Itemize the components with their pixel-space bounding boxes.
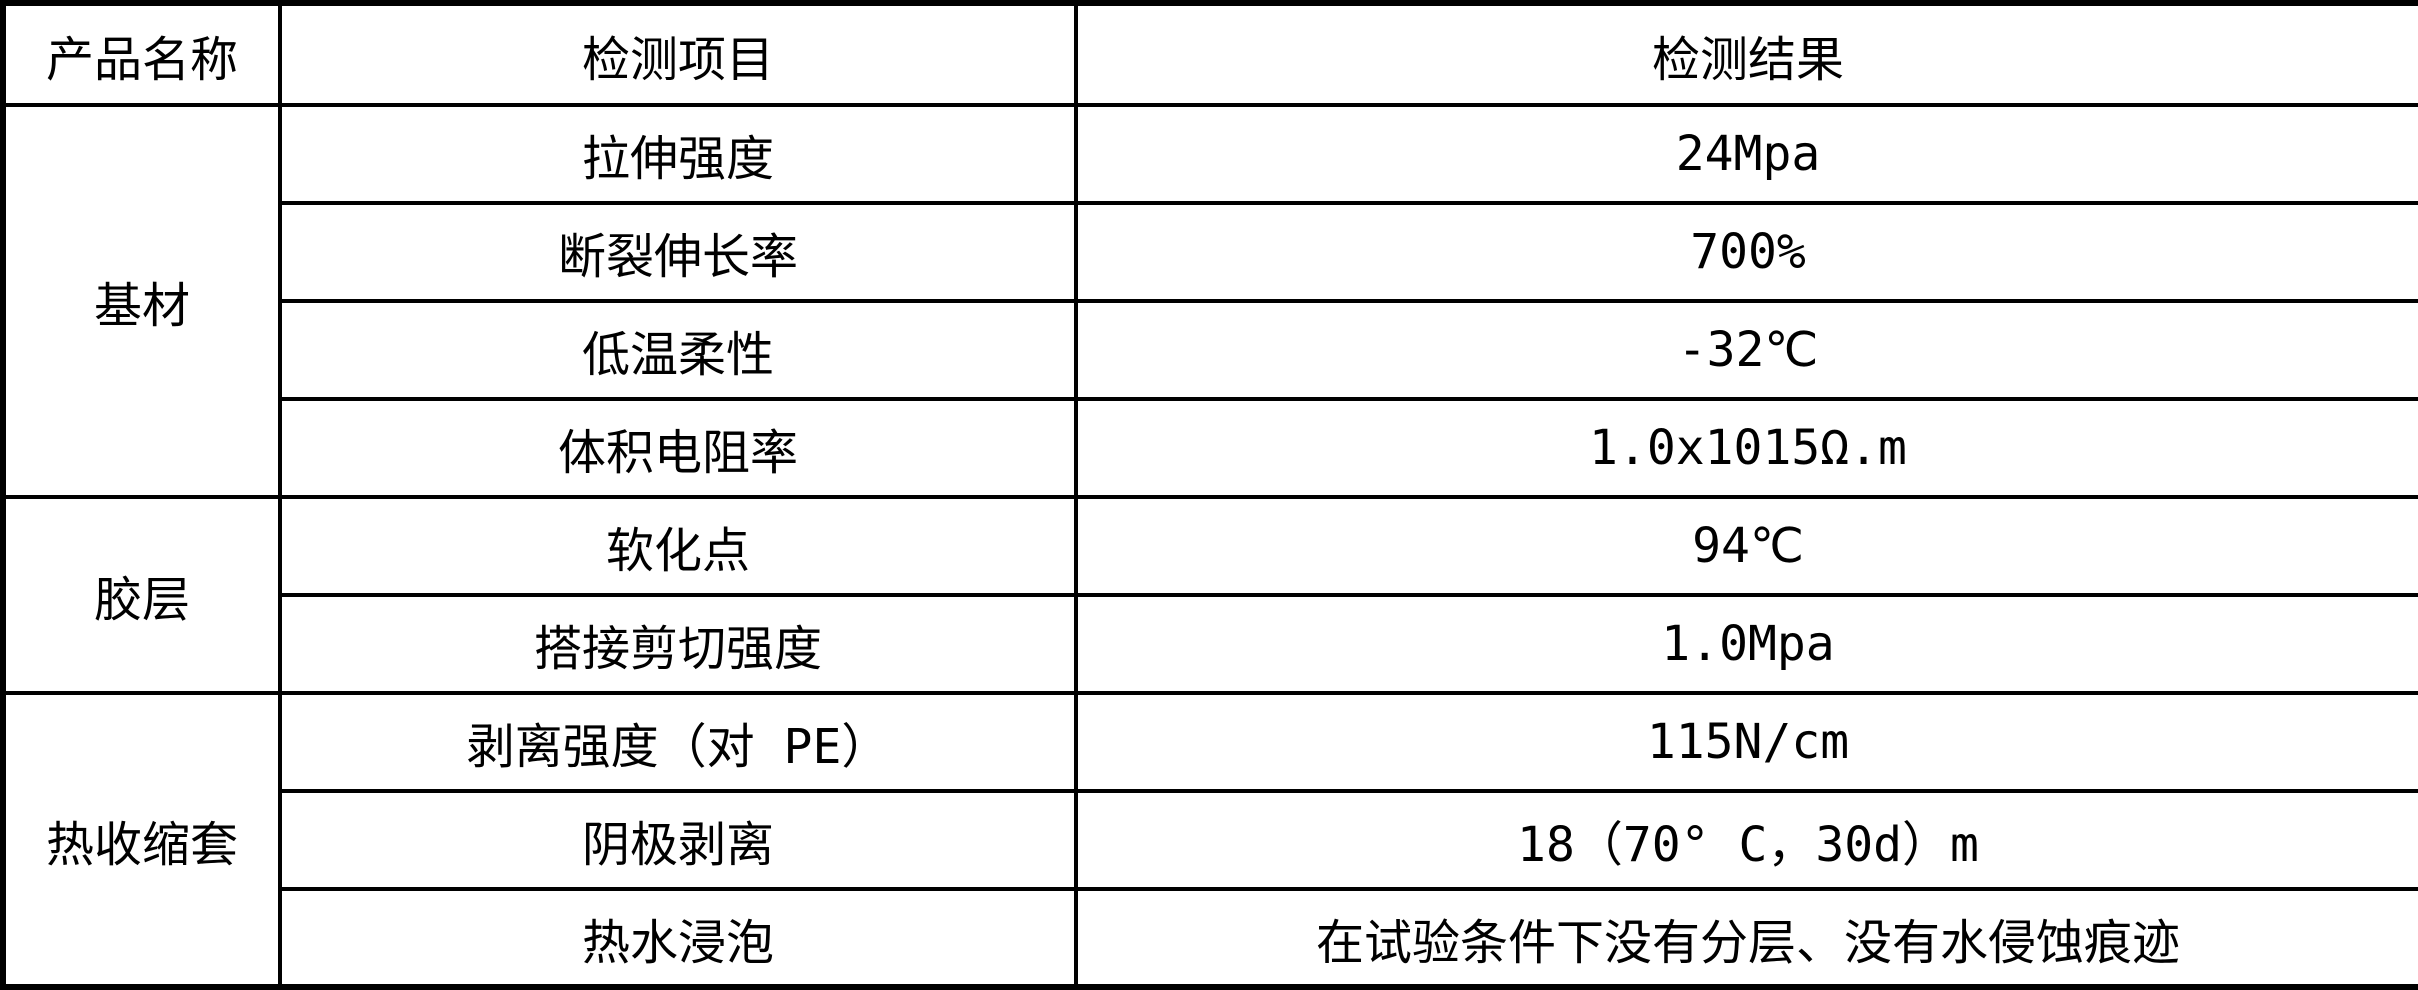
- table-row: 低温柔性 -32℃: [3, 299, 2418, 401]
- test-item-cell: 体积电阻率: [278, 397, 1078, 499]
- test-result-cell: 1.0Mpa: [1074, 593, 2418, 695]
- table-row: 热收缩套 剥离强度（对 PE） 115N/cm: [1, 691, 2418, 989]
- test-item-cell: 拉伸强度: [278, 103, 1078, 205]
- table-row: 阴极剥离 18（70° C，30d）m: [3, 789, 2418, 891]
- table-row: 胶层 软化点 94℃: [1, 495, 2418, 695]
- test-result-cell: 700%: [1074, 201, 2418, 303]
- test-result-cell: 在试验条件下没有分层、没有水侵蚀痕迹: [1074, 887, 2418, 989]
- test-item-cell: 剥离强度（对 PE）: [278, 691, 1078, 793]
- test-item-cell: 低温柔性: [278, 299, 1078, 401]
- test-item-cell: 热水浸泡: [278, 887, 1078, 989]
- test-result-cell: 24Mpa: [1074, 103, 2418, 205]
- product-group-base-material: 基材: [1, 103, 282, 499]
- test-item-cell: 软化点: [278, 495, 1078, 597]
- test-result-cell: 94℃: [1074, 495, 2418, 597]
- table-row: 基材 拉伸强度 24Mpa: [1, 103, 2418, 499]
- test-result-cell: 18（70° C，30d）m: [1074, 789, 2418, 891]
- table-row: 断裂伸长率 700%: [3, 201, 2418, 303]
- header-row: 产品名称 检测项目 检测结果: [1, 1, 2418, 107]
- test-result-cell: 1.0x1015Ω.m: [1074, 397, 2418, 499]
- test-result-cell: 115N/cm: [1074, 691, 2418, 793]
- header-test-item: 检测项目: [278, 1, 1078, 107]
- header-test-result: 检测结果: [1074, 1, 2418, 107]
- test-item-cell: 断裂伸长率: [278, 201, 1078, 303]
- test-item-cell: 阴极剥离: [278, 789, 1078, 891]
- test-item-cell: 搭接剪切强度: [278, 593, 1078, 695]
- table-row: 热水浸泡 在试验条件下没有分层、没有水侵蚀痕迹: [3, 887, 2418, 989]
- table-row: 搭接剪切强度 1.0Mpa: [3, 593, 2418, 695]
- product-group-heat-shrink-sleeve: 热收缩套: [1, 691, 282, 989]
- table-row: 体积电阻率 1.0x1015Ω.m: [3, 397, 2418, 499]
- header-product-name: 产品名称: [1, 1, 282, 107]
- product-group-adhesive-layer: 胶层: [1, 495, 282, 695]
- test-result-cell: -32℃: [1074, 299, 2418, 401]
